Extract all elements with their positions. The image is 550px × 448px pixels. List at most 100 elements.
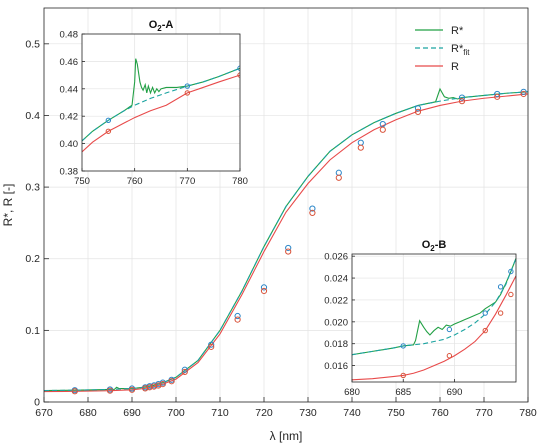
- data-point-rfit: [260, 284, 268, 291]
- data-point-r: [159, 380, 166, 388]
- data-point-rfit: [458, 94, 466, 101]
- title-tail: -A: [162, 19, 174, 31]
- axes-frame: [351, 253, 517, 383]
- y-tick-label: 0.024: [324, 274, 348, 285]
- axes-frame: [43, 7, 529, 403]
- data-point-rfit: [520, 88, 527, 95]
- x-tick-label: 710: [211, 407, 229, 419]
- inset-o2b-plot: 680 685 690 0.016 0.018 0.020 0.022 0.024 0.026 O…: [324, 239, 517, 398]
- x-tick-label: 750: [74, 176, 90, 187]
- title-subscript: 2: [430, 244, 435, 253]
- x-tick-label: 690: [447, 387, 463, 398]
- series-line-rstar: [352, 258, 516, 356]
- data-point-r: [520, 90, 527, 98]
- data-point-rfit: [285, 244, 292, 252]
- data-point-rfit: [400, 343, 406, 349]
- data-point-rfit: [309, 205, 316, 212]
- legend-label-text: R*: [451, 25, 464, 37]
- data-point-r: [181, 368, 188, 376]
- title-main: O: [149, 19, 158, 31]
- data-point-rfit: [497, 284, 504, 290]
- data-point-r: [184, 90, 191, 96]
- series-line-rfit: [352, 258, 516, 356]
- x-tick-label: 720: [255, 407, 273, 419]
- series-line-r: [352, 275, 516, 381]
- data-point-rfit: [105, 117, 112, 124]
- axes-frame: [81, 33, 241, 172]
- data-point-rfit: [446, 326, 453, 333]
- legend-label-r: R: [451, 61, 459, 73]
- series-line-rfit: [82, 67, 240, 142]
- data-point-r: [128, 386, 136, 393]
- data-point-rfit: [482, 310, 488, 316]
- legend-label-rstar: R*: [451, 25, 464, 37]
- data-point-r: [234, 316, 241, 323]
- data-point-r: [142, 385, 149, 392]
- y-tick-label: 0.016: [324, 361, 348, 372]
- data-point-r: [446, 353, 453, 359]
- inset-o2a-plot: 750 760 770 780 0.38 0.40 0.42 0.44 0.46 0.48 O2-A: [60, 19, 248, 187]
- series-line-rfit: [44, 91, 528, 392]
- data-point-r: [168, 378, 175, 385]
- data-point-rfit: [237, 65, 240, 71]
- series-line-rstar: [44, 87, 528, 392]
- legend: R* R*fit R: [415, 25, 470, 73]
- title-tail: -B: [435, 239, 447, 251]
- data-point-r: [414, 108, 422, 115]
- x-tick-label: 780: [232, 176, 248, 187]
- y-tick-label: 0.018: [324, 339, 348, 350]
- data-point-r: [71, 388, 78, 395]
- inset-title: O2-B: [422, 239, 447, 253]
- legend-label-subscript: fit: [463, 48, 470, 57]
- plot-area: [352, 254, 516, 382]
- data-point-r: [105, 128, 112, 134]
- y-tick-label: 0.42: [60, 112, 79, 123]
- x-tick-label: 730: [299, 407, 317, 419]
- x-tick-label: 770: [475, 407, 493, 419]
- inset-title: O2-A: [149, 19, 174, 33]
- data-point-r: [458, 98, 466, 105]
- y-tick-label: 0.44: [60, 84, 79, 95]
- y-axis-label: R*, R [-]: [1, 184, 15, 227]
- x-tick-label: 685: [395, 387, 411, 398]
- data-point-r: [335, 174, 342, 181]
- data-point-r: [357, 144, 364, 151]
- y-tick-label: 0.1: [25, 325, 40, 337]
- data-point-r: [106, 387, 114, 394]
- x-tick-label: 670: [35, 407, 53, 419]
- x-tick-label: 770: [179, 176, 195, 187]
- x-tick-label: 780: [519, 407, 537, 419]
- data-point-r: [494, 93, 501, 100]
- y-tick-label: 0.3: [25, 182, 40, 194]
- data-point-r: [150, 383, 158, 390]
- y-tick-label: 0.022: [324, 295, 348, 306]
- x-tick-label: 760: [431, 407, 449, 419]
- series-line-r: [82, 74, 240, 153]
- data-point-rfit: [379, 120, 386, 128]
- legend-label-text: R: [451, 61, 459, 73]
- y-tick-label: 0.026: [324, 252, 348, 263]
- data-point-r: [482, 327, 488, 334]
- y-tick-label: 0: [34, 397, 40, 409]
- data-point-rfit: [414, 105, 422, 112]
- series-group: [82, 58, 240, 153]
- x-tick-label: 690: [123, 407, 141, 419]
- data-point-rfit: [508, 268, 514, 275]
- x-tick-label: 680: [79, 407, 97, 419]
- series-group: [44, 87, 528, 395]
- data-point-rfit: [208, 341, 215, 348]
- data-point-rfit: [234, 312, 241, 320]
- y-tick-label: 0.38: [60, 167, 79, 178]
- x-tick-label: 760: [127, 176, 143, 187]
- plot-area: [82, 34, 240, 171]
- y-tick-label: 0.5: [25, 38, 40, 50]
- data-point-r: [400, 372, 406, 379]
- title-subscript: 2: [157, 24, 162, 33]
- y-tick-label: 0.4: [25, 110, 40, 122]
- title-main: O: [422, 239, 431, 251]
- legend-label-rfit: R*fit: [451, 43, 470, 57]
- data-point-rfit: [494, 90, 501, 98]
- data-point-rfit: [181, 366, 188, 373]
- series-group: [352, 258, 516, 381]
